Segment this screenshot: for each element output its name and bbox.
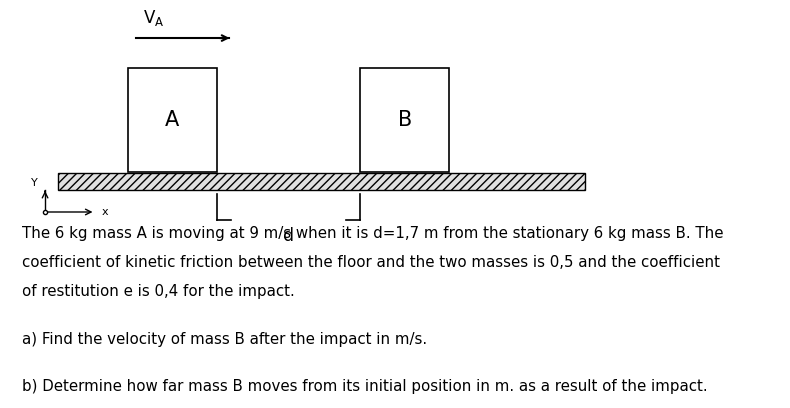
Text: d: d [283,227,294,245]
Text: The 6 kg mass A is moving at 9 m/s when it is d=1,7 m from the stationary 6 kg m: The 6 kg mass A is moving at 9 m/s when … [22,226,724,241]
Text: A: A [165,110,179,130]
Text: Y: Y [31,178,37,188]
Text: of restitution e is 0,4 for the impact.: of restitution e is 0,4 for the impact. [22,284,295,299]
Bar [58,173,585,190]
Bar [128,68,217,172]
Text: coefficient of kinetic friction between the floor and the two masses is 0,5 and : coefficient of kinetic friction between … [22,255,720,270]
Text: b) Determine how far mass B moves from its initial position in m. as a result of: b) Determine how far mass B moves from i… [22,379,708,394]
Bar [360,68,450,172]
Text: B: B [397,110,412,130]
Text: $\mathregular{V_A}$: $\mathregular{V_A}$ [144,8,165,28]
Text: a) Find the velocity of mass B after the impact in m/s.: a) Find the velocity of mass B after the… [22,332,427,346]
Text: x: x [102,207,108,217]
